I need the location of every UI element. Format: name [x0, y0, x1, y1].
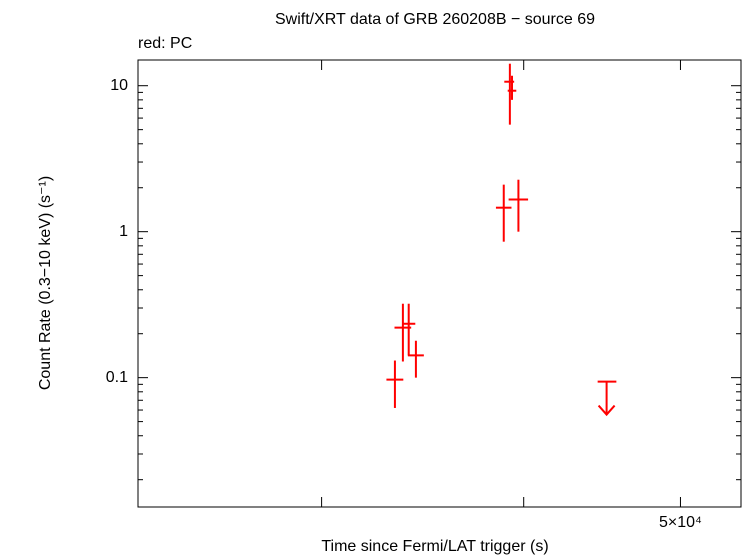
chart-title: Swift/XRT data of GRB 260208B − source 6…	[275, 11, 595, 28]
y-tick-label: 0.1	[106, 369, 128, 386]
x-tick-label: 5×10⁴	[659, 514, 702, 531]
y-axis-label: Count Rate (0.3−10 keV) (s⁻¹)	[37, 176, 54, 390]
x-axis-label: Time since Fermi/LAT trigger (s)	[321, 538, 548, 555]
upper-limit-arrow	[597, 404, 616, 417]
chart-subtitle: red: PC	[138, 35, 192, 52]
y-tick-label: 10	[110, 77, 128, 94]
y-tick-label: 1	[119, 223, 128, 240]
plot-frame	[137, 59, 742, 508]
